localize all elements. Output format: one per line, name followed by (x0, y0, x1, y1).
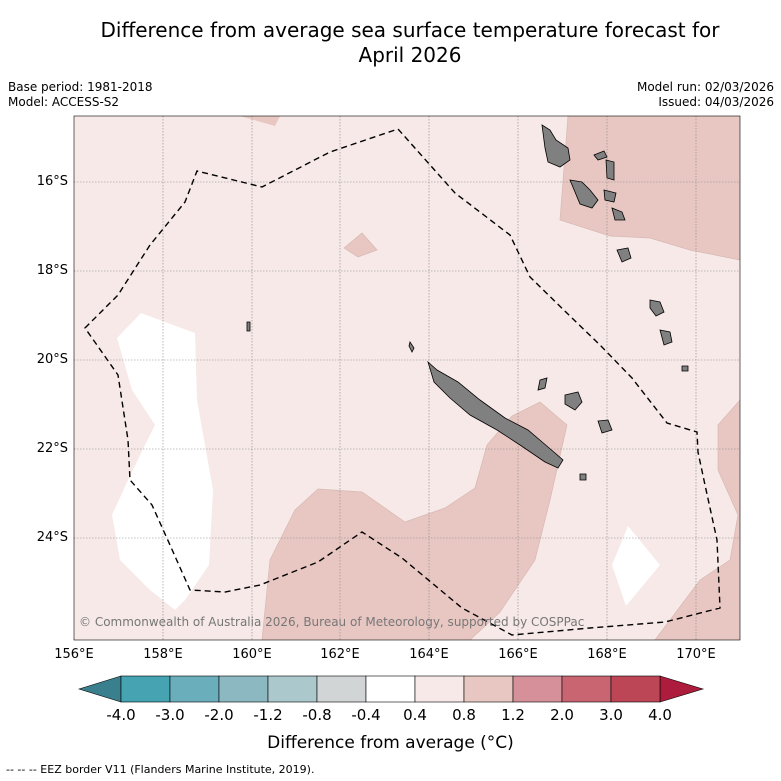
colorbar-tick: 4.0 (648, 706, 672, 724)
colorbar-bin (512, 675, 563, 703)
eez-footnote: -- -- -- EEZ border V11 (Flanders Marine… (6, 763, 315, 776)
colorbar-bin (169, 675, 220, 703)
lat-label: 16°S (36, 174, 68, 189)
lat-label: 22°S (36, 441, 68, 456)
model-run: Model run: 02/03/2026 (636, 80, 774, 94)
colorbar-extend-high (659, 675, 705, 703)
new-caledonia (427, 360, 564, 469)
meta-right: Model run: 02/03/2026 Issued: 04/03/2026 (637, 80, 774, 110)
vanuatu-erromango (649, 299, 665, 317)
vanuatu-island (605, 159, 615, 181)
island (408, 341, 415, 353)
colorbar-tick: -1.2 (253, 706, 283, 724)
lon-label: 164°E (409, 647, 449, 662)
island (246, 321, 251, 332)
colorbar-bin (120, 675, 171, 703)
base-period: Base period: 1981-2018 (8, 80, 153, 94)
anomaly-region-0.8-1.2-small (344, 233, 377, 257)
colorbar-title: Difference from average (°C) (267, 733, 514, 753)
colorbar-tick: -4.0 (106, 706, 136, 724)
lon-label: 166°E (498, 647, 538, 662)
anomaly-region-0.8-1.2-n (240, 116, 280, 126)
title-line-2: April 2026 (358, 43, 462, 67)
loyalty-island-mare (597, 419, 613, 434)
colorbar-tick: 2.0 (550, 706, 574, 724)
colorbar-tick: -0.4 (351, 706, 381, 724)
vanuatu-island (611, 207, 626, 221)
vanuatu-island (603, 189, 617, 203)
colorbar-tick: -2.0 (204, 706, 234, 724)
colorbar-bin (316, 675, 367, 703)
vanuatu-island (593, 150, 608, 161)
colorbar (77, 675, 705, 703)
colorbar-bin (561, 675, 612, 703)
lon-label: 160°E (232, 647, 272, 662)
eez-border (84, 128, 721, 636)
vanuatu-tanna (659, 329, 673, 346)
colorbar-bin (365, 675, 416, 703)
map-frame (73, 115, 741, 641)
lon-label: 158°E (143, 647, 183, 662)
lat-label: 24°S (36, 530, 68, 545)
lon-label: 162°E (320, 647, 360, 662)
lon-label: 170°E (676, 647, 716, 662)
island (579, 473, 587, 481)
colorbar-tick: 3.0 (599, 706, 623, 724)
colorbar-bin (414, 675, 465, 703)
sst-anomaly-field: © Commonwealth of Australia 2026, Bureau… (74, 116, 740, 640)
anomaly-region-0.8-1.2-ne (560, 116, 740, 260)
landmasses (246, 124, 689, 481)
meta-left: Base period: 1981-2018 Model: ACCESS-S2 (8, 80, 153, 110)
anomaly-region-neutral-w (112, 313, 213, 610)
vanuatu-aneityum (681, 365, 689, 372)
title-line-1: Difference from average sea surface temp… (100, 18, 720, 42)
colorbar-tick: -3.0 (155, 706, 185, 724)
colorbar-tick: 1.2 (501, 706, 525, 724)
loyalty-island-lifou (564, 391, 583, 411)
lat-label: 18°S (36, 263, 68, 278)
graticule (74, 116, 740, 640)
vanuatu-espiritu-santo (541, 124, 571, 168)
colorbar-bin (610, 675, 661, 703)
colorbar-tick: 0.4 (403, 706, 427, 724)
colorbar-bin (218, 675, 269, 703)
copyright-text: © Commonwealth of Australia 2026, Bureau… (79, 615, 584, 629)
colorbar-tick: 0.8 (452, 706, 476, 724)
map-title: Difference from average sea surface temp… (60, 18, 760, 68)
model-name: Model: ACCESS-S2 (8, 95, 120, 109)
island (537, 377, 548, 391)
anomaly-region-neutral-se (612, 526, 660, 606)
lon-label: 156°E (54, 647, 94, 662)
vanuatu-efate (616, 247, 632, 263)
anomaly-region-0.8-1.2-s (262, 402, 567, 640)
lon-label: 168°E (587, 647, 627, 662)
colorbar-bin (267, 675, 318, 703)
colorbar-bin (463, 675, 514, 703)
colorbar-extend-low (77, 675, 122, 703)
issued-date: Issued: 04/03/2026 (658, 95, 774, 109)
lat-label: 20°S (36, 352, 68, 367)
vanuatu-malakula (569, 179, 599, 209)
colorbar-tick: -0.8 (302, 706, 332, 724)
